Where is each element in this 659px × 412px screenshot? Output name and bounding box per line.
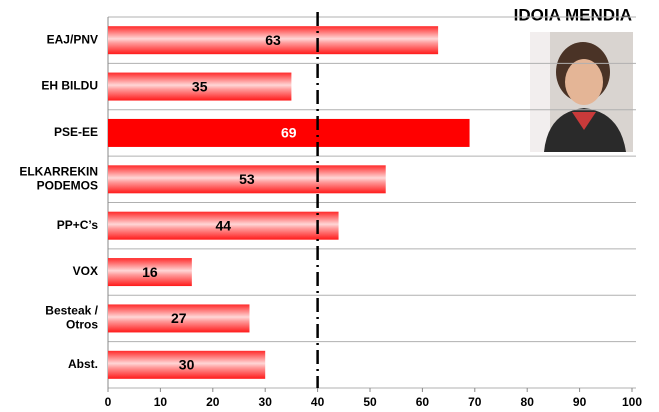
value-label: 35	[192, 78, 208, 94]
x-tick-label: 40	[311, 395, 325, 409]
x-tick-label: 10	[154, 395, 168, 409]
bar	[108, 350, 266, 379]
bar	[108, 72, 292, 101]
value-label: 44	[215, 217, 231, 233]
bar	[108, 26, 439, 55]
x-tick-label: 50	[363, 395, 377, 409]
x-tick-label: 70	[468, 395, 482, 409]
x-tick-label: 60	[416, 395, 430, 409]
value-label: 53	[239, 171, 255, 187]
category-label: ELKARREKIN PODEMOS	[19, 164, 98, 192]
category-label: EAJ/PNV	[47, 32, 98, 46]
value-label: 69	[281, 125, 297, 141]
value-label: 63	[265, 32, 281, 48]
bar	[108, 211, 339, 240]
bar	[108, 165, 386, 194]
x-tick-label: 30	[259, 395, 273, 409]
bar	[108, 118, 470, 147]
value-label: 16	[142, 264, 158, 280]
category-label: Besteak / Otros	[45, 304, 98, 332]
chart-title: IDOIA MENDIA	[514, 5, 632, 24]
x-tick-label: 100	[622, 395, 642, 409]
value-label: 30	[179, 357, 195, 373]
value-label: 27	[171, 310, 187, 326]
category-label: EH BILDU	[41, 79, 98, 93]
category-label: Abst.	[68, 357, 98, 371]
bar	[108, 258, 192, 287]
x-tick-label: 80	[521, 395, 535, 409]
x-tick-label: 20	[206, 395, 220, 409]
photo	[530, 32, 633, 152]
category-label: PP+C’s	[57, 218, 99, 232]
x-tick-label: 90	[573, 395, 587, 409]
category-label: PSE-EE	[54, 125, 98, 139]
category-label: VOX	[73, 264, 98, 278]
x-tick-label: 0	[105, 395, 112, 409]
bar	[108, 304, 250, 333]
